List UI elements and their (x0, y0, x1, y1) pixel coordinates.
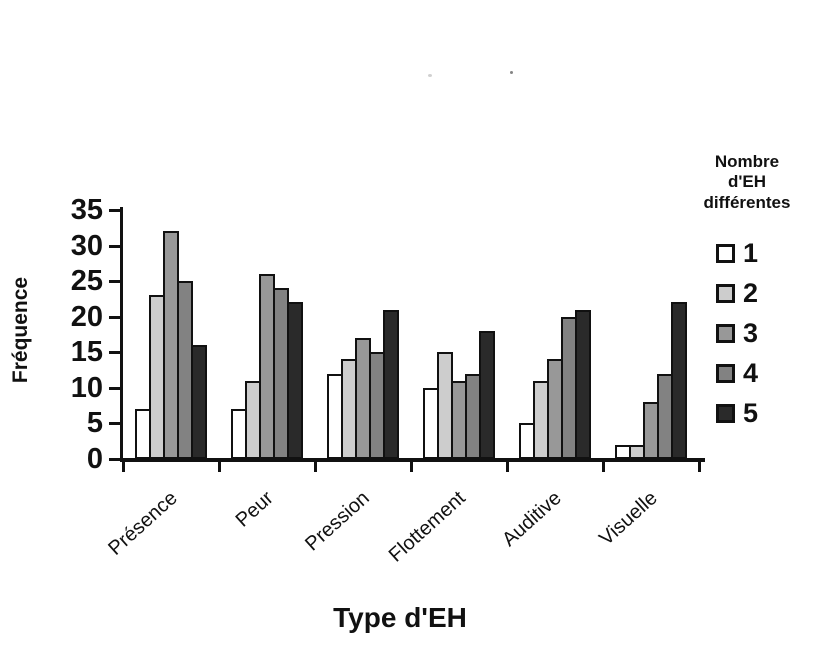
legend-swatch-icon (716, 323, 735, 343)
legend-label: 3 (743, 317, 759, 348)
y-tick (109, 209, 120, 212)
legend-label: 5 (743, 397, 759, 428)
bar-Peur-series-5 (287, 302, 303, 459)
y-tick (109, 386, 120, 390)
x-tick (602, 460, 605, 472)
y-tick-label: 35 (70, 194, 103, 226)
legend-item-5: 5 (716, 393, 806, 433)
bar-Présence-series-5 (191, 345, 207, 459)
scan-artifact-dot (510, 71, 513, 74)
bar-Pression-series-5 (383, 310, 399, 459)
legend-swatch-icon (716, 363, 735, 383)
legend-item-4: 4 (716, 353, 806, 393)
y-tick-label: 10 (70, 371, 103, 404)
y-tick-label: 5 (86, 407, 103, 440)
x-axis-title: Type d'EH (333, 602, 467, 633)
y-tick-label: 25 (70, 265, 103, 298)
legend-title-line: d'EH (727, 172, 767, 192)
legend-label: 1 (743, 237, 759, 268)
y-axis-title: Fréquence (9, 276, 32, 384)
legend-title-line: différentes (703, 192, 791, 212)
y-tick-label: 30 (70, 229, 103, 262)
bar-Flottement-series-5 (479, 331, 495, 459)
legend-label: 4 (743, 357, 759, 388)
legend-item-1: 1 (716, 233, 806, 273)
legend: Nombre d'EH différentes 1 2 3 4 5 (688, 152, 806, 433)
x-tick (698, 460, 701, 472)
bar-Auditive-series-5 (575, 310, 591, 459)
y-tick-label: 15 (70, 336, 103, 369)
x-tick (410, 460, 413, 472)
y-tick-label: 0 (86, 443, 103, 475)
bar-Visuelle-series-5 (671, 302, 687, 459)
y-tick (109, 422, 120, 426)
x-tick (314, 460, 317, 472)
y-tick (109, 458, 120, 461)
y-tick (109, 351, 120, 355)
y-tick (109, 315, 120, 319)
x-tick (506, 460, 509, 472)
legend-swatch-icon (716, 283, 735, 303)
x-tick (122, 460, 125, 472)
scan-artifact-dot (428, 74, 432, 77)
legend-swatch-icon (716, 243, 735, 263)
legend-item-3: 3 (716, 313, 806, 353)
y-tick (109, 244, 120, 248)
legend-title: Nombre d'EH différentes (688, 152, 806, 213)
y-axis-line (120, 207, 123, 462)
legend-label: 2 (743, 277, 759, 308)
legend-swatch-icon (716, 403, 735, 423)
y-tick (109, 280, 120, 284)
y-tick-label: 20 (70, 300, 103, 333)
legend-items: 1 2 3 4 5 (716, 233, 806, 433)
x-tick (218, 460, 221, 472)
legend-item-2: 2 (716, 273, 806, 313)
legend-title-line: Nombre (714, 152, 780, 171)
